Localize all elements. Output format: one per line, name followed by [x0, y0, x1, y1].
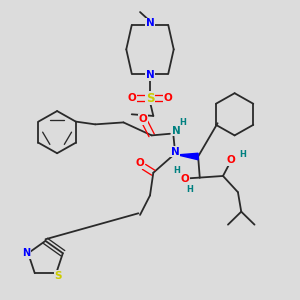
Text: O: O — [181, 174, 189, 184]
Text: O: O — [128, 93, 136, 103]
Text: N: N — [170, 147, 179, 157]
Text: O: O — [139, 114, 148, 124]
Text: S: S — [146, 92, 154, 105]
Text: H: H — [186, 185, 193, 194]
Text: O: O — [164, 93, 172, 103]
Text: H: H — [173, 166, 180, 175]
Text: H: H — [180, 118, 187, 127]
Text: N: N — [22, 248, 31, 258]
Text: N: N — [172, 125, 180, 136]
Polygon shape — [178, 153, 198, 160]
Text: O: O — [227, 155, 236, 165]
Text: N: N — [146, 18, 154, 28]
Text: S: S — [54, 271, 62, 281]
Text: O: O — [136, 158, 144, 168]
Text: H: H — [239, 150, 246, 159]
Text: N: N — [146, 70, 154, 80]
